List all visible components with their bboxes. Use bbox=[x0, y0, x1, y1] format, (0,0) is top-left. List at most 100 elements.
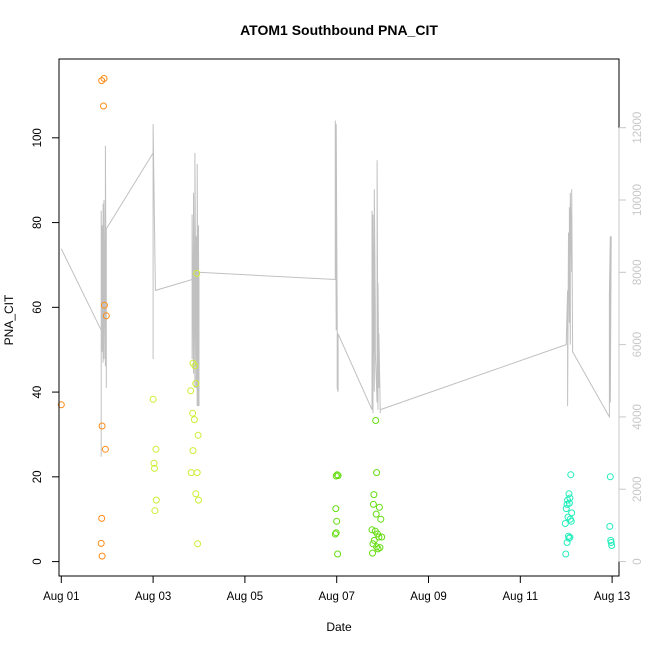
y-tick-label: 40 bbox=[32, 386, 44, 399]
data-point bbox=[100, 75, 108, 82]
data-point bbox=[369, 549, 376, 557]
data-point bbox=[374, 545, 382, 553]
data-point bbox=[567, 471, 575, 479]
secondary-y-tick-label: 2000 bbox=[632, 476, 644, 502]
x-tick-label: Aug 11 bbox=[503, 591, 539, 603]
y-tick-label: 60 bbox=[32, 301, 44, 314]
data-point bbox=[376, 544, 384, 552]
x-tick-label: Aug 09 bbox=[410, 591, 446, 603]
x-tick-label: Aug 03 bbox=[135, 591, 171, 603]
data-point bbox=[100, 102, 107, 110]
data-point bbox=[378, 533, 386, 541]
data-point bbox=[98, 77, 106, 85]
data-point bbox=[333, 471, 341, 479]
data-point bbox=[565, 534, 573, 542]
data-point bbox=[368, 526, 376, 534]
data-point bbox=[152, 445, 160, 453]
data-point bbox=[566, 494, 574, 502]
secondary-y-tick-label: 6000 bbox=[632, 332, 644, 358]
data-point bbox=[564, 513, 572, 521]
data-point bbox=[194, 540, 202, 548]
x-axis: Aug 01 Aug 03 Aug 05 Aug 07 Aug 09 Aug 11 Aug … bbox=[43, 575, 630, 603]
data-point bbox=[372, 417, 380, 424]
data-point bbox=[57, 401, 65, 409]
secondary-y-axis: 0 2000 4000 6000 8000 10000 12000 bbox=[618, 112, 644, 565]
data-point bbox=[189, 447, 197, 455]
data-point bbox=[152, 496, 160, 504]
x-tick-label: Aug 05 bbox=[227, 591, 263, 603]
y-axis-label: PNA_CIT bbox=[2, 294, 16, 345]
secondary-y-tick-label: 10000 bbox=[632, 184, 644, 216]
series-2 bbox=[331, 417, 386, 558]
points-layer bbox=[57, 75, 616, 560]
plot-frame bbox=[58, 58, 620, 577]
data-point bbox=[566, 533, 574, 541]
data-point bbox=[568, 509, 576, 517]
data-point bbox=[150, 459, 158, 467]
data-point bbox=[332, 505, 340, 513]
data-point bbox=[189, 409, 197, 417]
data-point bbox=[562, 505, 570, 513]
y-tick-label: 100 bbox=[32, 128, 44, 147]
y-axis: 0 20 40 60 80 100 bbox=[32, 128, 60, 565]
altitude-line bbox=[60, 120, 612, 457]
data-point bbox=[608, 542, 616, 549]
y-tick-label: 20 bbox=[32, 470, 44, 483]
data-point bbox=[192, 380, 200, 388]
y-tick-label: 0 bbox=[32, 558, 44, 564]
secondary-y-tick-label: 0 bbox=[632, 558, 644, 564]
data-point bbox=[190, 416, 198, 424]
data-point bbox=[370, 536, 378, 544]
data-point bbox=[562, 550, 570, 558]
x-axis-label: Date bbox=[326, 620, 352, 634]
data-point bbox=[334, 472, 342, 480]
data-point bbox=[195, 496, 202, 504]
altitude-layer bbox=[60, 120, 612, 457]
data-point bbox=[333, 517, 341, 525]
data-point bbox=[102, 312, 110, 320]
data-point bbox=[98, 552, 106, 560]
data-point bbox=[187, 387, 195, 395]
secondary-y-tick-label: 4000 bbox=[632, 404, 644, 430]
data-point bbox=[192, 490, 200, 498]
series-0 bbox=[57, 75, 110, 560]
chart-title: ATOM1 Southbound PNA_CIT bbox=[240, 22, 438, 38]
data-point bbox=[191, 362, 199, 370]
data-point bbox=[563, 539, 571, 546]
data-point bbox=[100, 301, 108, 309]
data-point bbox=[606, 522, 614, 530]
x-tick-label: Aug 01 bbox=[43, 591, 79, 603]
data-point bbox=[98, 514, 106, 522]
data-point bbox=[375, 533, 383, 541]
data-point bbox=[606, 473, 614, 481]
y-tick-label: 80 bbox=[32, 216, 44, 229]
data-point bbox=[193, 269, 201, 277]
data-point bbox=[377, 515, 385, 523]
x-tick-label: Aug 07 bbox=[318, 591, 354, 603]
data-point bbox=[565, 490, 573, 498]
data-point bbox=[149, 395, 157, 403]
data-point bbox=[97, 539, 105, 547]
x-tick-label: Aug 13 bbox=[594, 591, 630, 603]
data-point bbox=[193, 469, 201, 477]
data-point bbox=[187, 469, 195, 477]
data-point bbox=[98, 422, 106, 430]
data-point bbox=[372, 510, 380, 518]
data-point bbox=[151, 464, 158, 472]
data-point bbox=[607, 539, 615, 546]
data-point bbox=[334, 550, 342, 558]
secondary-y-tick-label: 8000 bbox=[632, 260, 644, 286]
data-point bbox=[332, 529, 340, 537]
data-point bbox=[563, 500, 571, 508]
data-point bbox=[151, 507, 159, 515]
data-point bbox=[369, 500, 377, 508]
secondary-y-tick-label: 12000 bbox=[632, 112, 644, 144]
series-3 bbox=[561, 471, 616, 558]
data-point bbox=[373, 469, 381, 477]
data-point bbox=[567, 517, 575, 525]
data-point bbox=[101, 445, 109, 453]
data-point bbox=[194, 431, 202, 439]
data-point bbox=[375, 503, 383, 511]
